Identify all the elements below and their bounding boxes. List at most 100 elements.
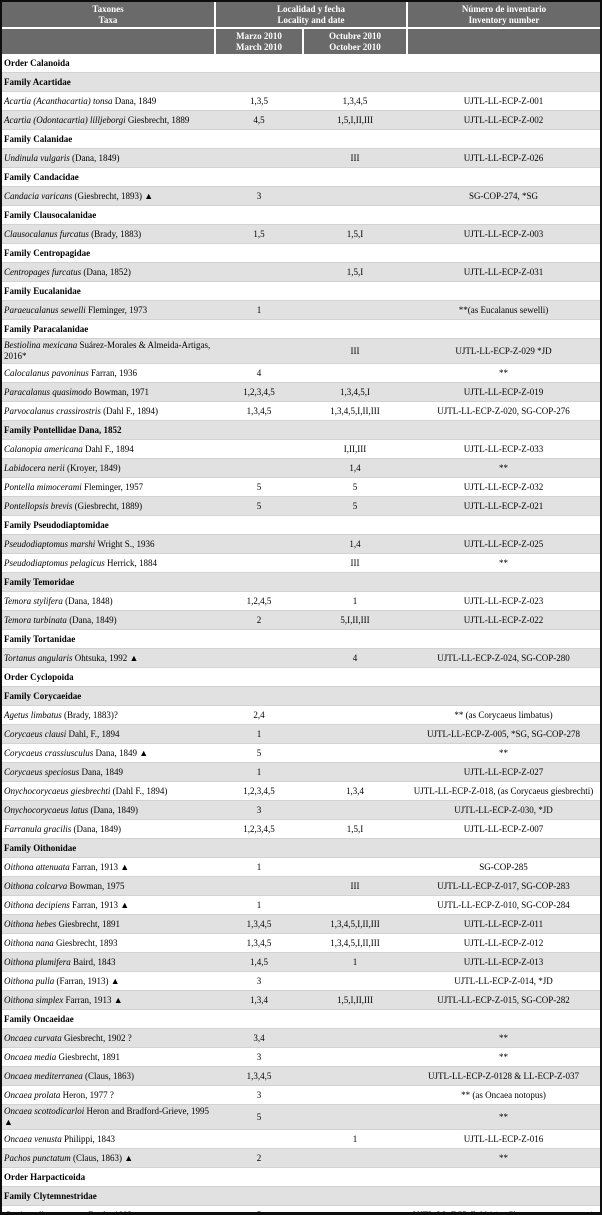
- inventory-cell: UJTL-LL-ECP-Z-011: [407, 914, 600, 934]
- taxa-cell: Pseudodiaptomus pelagicus Herrick, 1884: [2, 553, 215, 573]
- taxa-cell: Oithona pulla (Farran, 1913) ▲: [2, 971, 215, 991]
- header-taxa-en: Taxa: [98, 14, 118, 25]
- march-cell: 1,3,4,5: [215, 1066, 303, 1086]
- order-label: Order Harpacticoida: [2, 1167, 600, 1187]
- march-cell: [215, 1129, 303, 1149]
- family-row: Family Eucalanidae: [2, 281, 600, 301]
- inventory-cell: UJTL-LL-ECP-Z-021: [407, 496, 600, 516]
- march-cell: 3: [215, 971, 303, 991]
- species-row: Tortanus angularis Ohtsuka, 1992 ▲ 4 UJTL-…: [2, 648, 600, 668]
- inventory-cell: UJTL-LL-ECP-Z-014, *JD: [407, 971, 600, 991]
- family-label: Family Temoridae: [2, 572, 600, 592]
- march-cell: 1,4,5: [215, 952, 303, 972]
- october-cell: [303, 1148, 407, 1168]
- march-cell: 1: [215, 857, 303, 877]
- family-label: Family Pseudodiaptomidae: [2, 515, 600, 535]
- family-label: Family Oithonidae: [2, 838, 600, 858]
- october-cell: III: [303, 148, 407, 168]
- header-taxa-es: Taxones: [92, 3, 124, 14]
- inventory-cell: UJTL-LL-ECP-Z-029 *JD: [407, 338, 600, 364]
- march-cell: 1,3,4,5: [215, 914, 303, 934]
- header-october-en: October 2010: [329, 41, 381, 52]
- october-cell: 1,3,4,5,I,II,III: [303, 914, 407, 934]
- october-cell: [303, 705, 407, 725]
- taxa-cell: Pseudodiaptomus marshi Wright S., 1936: [2, 534, 215, 554]
- header-locality-es: Localidad y fecha: [276, 3, 345, 14]
- taxa-cell: Pontellopsis brevis (Giesbrecht, 1889): [2, 496, 215, 516]
- march-cell: [215, 534, 303, 554]
- species-row: Oncaea venusta Philippi, 1843 1 UJTL-LL-EC…: [2, 1129, 600, 1149]
- october-cell: 5,I,II,III: [303, 610, 407, 630]
- taxa-cell: Corycaeus clausi Dahl, F., 1894: [2, 724, 215, 744]
- header-october: Octubre 2010 October 2010: [304, 29, 406, 54]
- species-row: Calocalanus pavoninus Farran, 1936 4 **: [2, 363, 600, 383]
- march-cell: 1: [215, 895, 303, 915]
- family-row: Family Candacidae: [2, 167, 600, 187]
- october-cell: 1,3,4: [303, 781, 407, 801]
- family-row: Family Pseudodiaptomidae: [2, 515, 600, 535]
- species-row: Oithona plumifera Baird, 1843 1,4,5 1 UJTL-…: [2, 952, 600, 972]
- inventory-cell: UJTL-LL-ECP-Z-017, SG-COP-283: [407, 876, 600, 896]
- march-cell: 5: [215, 1104, 303, 1130]
- species-row: Oncaea curvata Giesbrecht, 1902 ? 3,4 **: [2, 1028, 600, 1048]
- october-cell: [303, 724, 407, 744]
- species-row: Labidocera nerii (Kroyer, 1849) 1,4 **: [2, 458, 600, 478]
- family-row: Family Paracalanidae: [2, 319, 600, 339]
- inventory-cell: UJTL-LL-ECP-Z-015, SG-COP-282: [407, 990, 600, 1010]
- order-label: Order Cyclopoida: [2, 667, 600, 687]
- family-row: Family Calanidae: [2, 129, 600, 149]
- family-label: Family Candacidae: [2, 167, 600, 187]
- march-cell: [215, 439, 303, 459]
- species-row: Oncaea mediterranea (Claus, 1863) 1,3,4,5…: [2, 1066, 600, 1086]
- october-cell: 1,3,4,5: [303, 91, 407, 111]
- species-row: Corycaeus crassiusculus Dana, 1849 ▲ 5 **: [2, 743, 600, 763]
- taxa-cell: Temora stylifera (Dana, 1848): [2, 591, 215, 611]
- october-cell: [303, 1104, 407, 1130]
- header-march: Marzo 2010 March 2010: [216, 29, 302, 54]
- inventory-cell: UJTL-LL-ECP-Z-024, SG-COP-280: [407, 648, 600, 668]
- october-cell: 1,3,4,5,I: [303, 382, 407, 402]
- inventory-cell: **: [407, 1148, 600, 1168]
- species-row: Corycaeus clausi Dahl, F., 1894 1 UJTL-LL-…: [2, 724, 600, 744]
- taxa-cell: Oncaea prolata Heron, 1977 ?: [2, 1085, 215, 1105]
- march-cell: [215, 338, 303, 364]
- october-cell: [303, 895, 407, 915]
- october-cell: III: [303, 338, 407, 364]
- october-cell: [303, 743, 407, 763]
- march-cell: 1,3,4,5: [215, 933, 303, 953]
- inventory-cell: SG-COP-274, *SG: [407, 186, 600, 206]
- march-cell: [215, 458, 303, 478]
- inventory-cell: UJTL-LL-ECP-Z-027: [407, 762, 600, 782]
- header-taxa-spacer: [2, 29, 214, 54]
- family-row: Family Oithonidae: [2, 838, 600, 858]
- species-row: Agetus limbatus (Brady, 1883)? 2,4 ** (as …: [2, 705, 600, 725]
- taxa-table-grid: Order Calanoida Family Acartidae Acartia (…: [2, 54, 600, 1212]
- march-cell: 1,2,3,4,5: [215, 382, 303, 402]
- october-cell: [303, 186, 407, 206]
- october-cell: 1,4: [303, 534, 407, 554]
- october-cell: [303, 857, 407, 877]
- species-row: Oithona hebes Giesbrecht, 1891 1,3,4,5 1,3…: [2, 914, 600, 934]
- header-locality: Localidad y fecha Locality and date: [216, 2, 406, 27]
- species-row: Farranula gracilis (Dana, 1849) 1,2,3,4,5…: [2, 819, 600, 839]
- family-row: Family Centropagidae: [2, 243, 600, 263]
- taxa-cell: Acartia (Odontacartia) lilljeborgi Giesb…: [2, 110, 215, 130]
- species-row: Pseudodiaptomus marshi Wright S., 1936 1,…: [2, 534, 600, 554]
- march-cell: 1,2,3,4,5: [215, 819, 303, 839]
- taxa-cell: Tortanus angularis Ohtsuka, 1992 ▲: [2, 648, 215, 668]
- march-cell: 3: [215, 1085, 303, 1105]
- header-inventory-es: Número de inventario: [461, 3, 547, 14]
- october-cell: 1: [303, 1129, 407, 1149]
- october-cell: [303, 800, 407, 820]
- march-cell: 4,5: [215, 110, 303, 130]
- order-row: Order Calanoida: [2, 54, 600, 73]
- taxa-cell: Oithona attenuata Farran, 1913 ▲: [2, 857, 215, 877]
- march-cell: 1,3,4,5: [215, 401, 303, 421]
- march-cell: 3: [215, 1047, 303, 1067]
- inventory-cell: UJTL-LL-ECP-Z-001: [407, 91, 600, 111]
- order-row: Order Cyclopoida: [2, 667, 600, 687]
- taxa-cell: Clausocalanus furcatus (Brady, 1883): [2, 224, 215, 244]
- taxa-cell: Oithona colcarva Bowman, 1975: [2, 876, 215, 896]
- species-row: Parvocalanus crassirostris (Dahl F., 189…: [2, 401, 600, 421]
- table-header: Taxones Taxa Localidad y fecha Locality …: [2, 2, 600, 54]
